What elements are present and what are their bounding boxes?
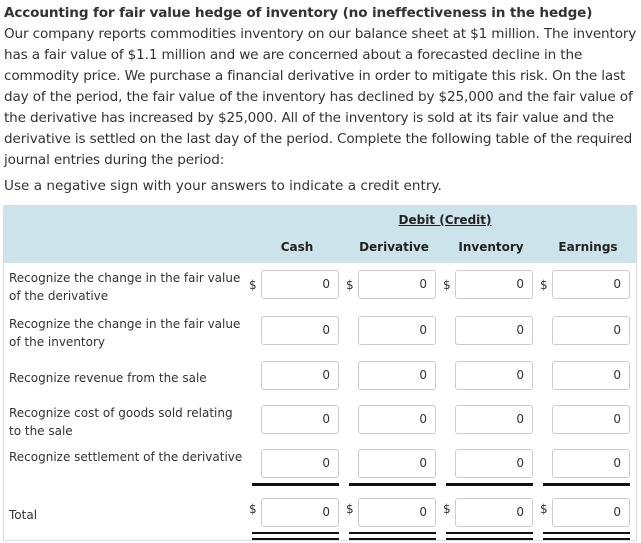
column-header-inventory: Inventory xyxy=(458,240,524,254)
amount-input[interactable]: 0 xyxy=(261,361,339,390)
table-header: Debit (Credit) Cash Derivative Inventory… xyxy=(4,206,636,263)
amount-input[interactable]: 0 xyxy=(455,405,533,434)
debit-credit-header: Debit (Credit) xyxy=(398,213,492,227)
double-underline xyxy=(543,538,630,540)
dollar-sign: $ xyxy=(443,502,451,516)
amount-input[interactable]: 0 xyxy=(552,498,630,527)
amount-input[interactable]: 0 xyxy=(358,449,436,478)
row-label: Recognize the change in the fair value o… xyxy=(9,317,241,349)
amount-input[interactable]: 0 xyxy=(552,316,630,345)
row-label: Total xyxy=(9,508,38,522)
problem-title: Accounting for fair value hedge of inven… xyxy=(4,5,593,21)
amount-input[interactable]: 0 xyxy=(552,449,630,478)
amount-input[interactable]: 0 xyxy=(358,498,436,527)
amount-input[interactable]: 0 xyxy=(261,449,339,478)
column-header-derivative: Derivative xyxy=(359,240,429,254)
amount-input[interactable]: 0 xyxy=(455,270,533,299)
problem-text: Accounting for fair value hedge of inven… xyxy=(4,3,638,171)
row-label: Recognize the change in the fair value o… xyxy=(9,271,241,303)
dollar-sign: $ xyxy=(249,278,257,292)
amount-input[interactable]: 0 xyxy=(261,316,339,345)
double-underline xyxy=(446,538,533,540)
amount-input[interactable]: 0 xyxy=(261,405,339,434)
amount-input[interactable]: 0 xyxy=(455,449,533,478)
instruction-note: Use a negative sign with your answers to… xyxy=(4,178,442,194)
double-underline xyxy=(252,538,339,540)
dollar-sign: $ xyxy=(540,502,548,516)
amount-input[interactable]: 0 xyxy=(358,316,436,345)
amount-input[interactable]: 0 xyxy=(552,405,630,434)
row-label: Recognize settlement of the derivative xyxy=(9,450,243,464)
column-header-earnings: Earnings xyxy=(558,240,618,254)
dollar-sign: $ xyxy=(443,278,451,292)
amount-input[interactable]: 0 xyxy=(552,361,630,390)
double-underline xyxy=(252,532,339,534)
single-underline xyxy=(446,483,533,486)
dollar-sign: $ xyxy=(346,502,354,516)
single-underline xyxy=(349,483,436,486)
column-header-cash: Cash xyxy=(280,240,314,254)
double-underline xyxy=(349,538,436,540)
single-underline xyxy=(252,483,339,486)
amount-input[interactable]: 0 xyxy=(552,270,630,299)
amount-input[interactable]: 0 xyxy=(455,498,533,527)
amount-input[interactable]: 0 xyxy=(455,316,533,345)
double-underline xyxy=(543,532,630,534)
dollar-sign: $ xyxy=(540,278,548,292)
double-underline xyxy=(349,532,436,534)
dollar-sign: $ xyxy=(346,278,354,292)
amount-input[interactable]: 0 xyxy=(358,405,436,434)
amount-input[interactable]: 0 xyxy=(261,270,339,299)
row-label: Recognize revenue from the sale xyxy=(9,371,207,385)
amount-input[interactable]: 0 xyxy=(455,361,533,390)
single-underline xyxy=(543,483,630,486)
journal-entry-table: Debit (Credit) Cash Derivative Inventory… xyxy=(3,205,637,541)
amount-input[interactable]: 0 xyxy=(358,270,436,299)
row-label: Recognize cost of goods sold relating to… xyxy=(9,406,233,438)
dollar-sign: $ xyxy=(249,502,257,516)
problem-body: Our company reports commodities inventor… xyxy=(4,26,637,168)
amount-input[interactable]: 0 xyxy=(358,361,436,390)
amount-input[interactable]: 0 xyxy=(261,498,339,527)
double-underline xyxy=(446,532,533,534)
